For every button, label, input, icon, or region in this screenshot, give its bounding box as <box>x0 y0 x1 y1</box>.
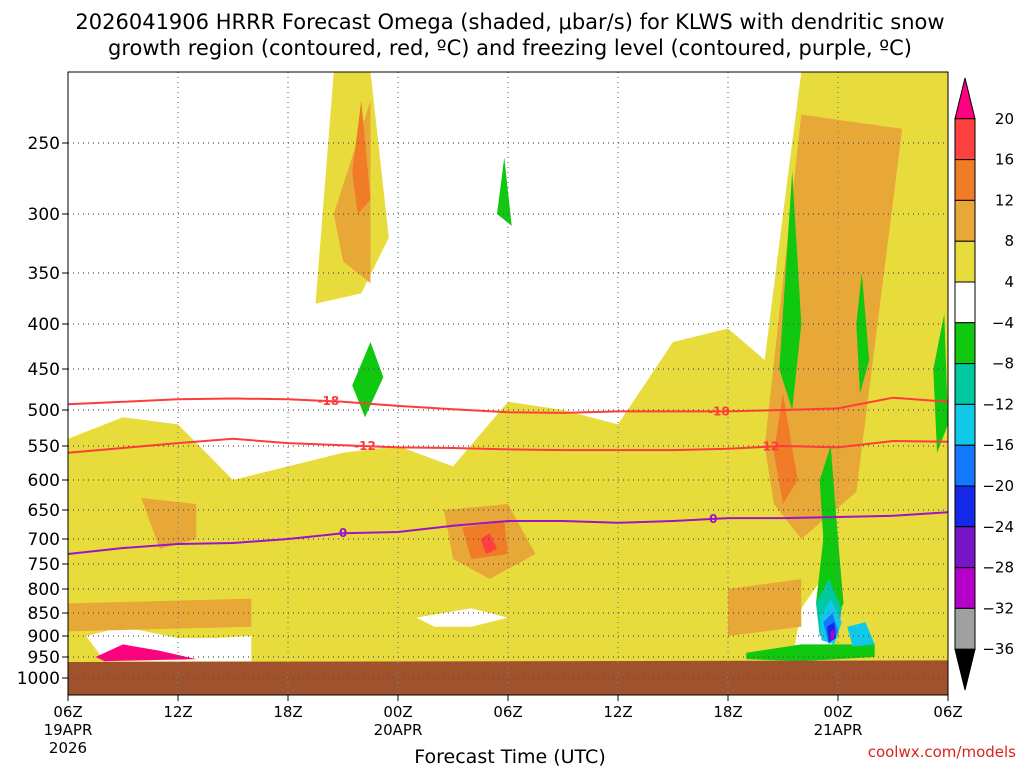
omega-region-19 <box>856 273 870 394</box>
colorbar-swatch <box>954 118 976 161</box>
colorbar-swatch <box>954 485 976 528</box>
omega-region-16 <box>352 342 384 418</box>
x-tick-label: 06Z <box>493 703 522 721</box>
x-tick-label: 12Z <box>603 703 632 721</box>
contour-label: 0 <box>339 526 347 540</box>
omega-region-28 <box>830 629 835 641</box>
y-tick-label: 850 <box>28 604 60 624</box>
colorbar-swatch <box>954 77 976 120</box>
colorbar-swatch <box>954 199 976 242</box>
colorbar-label: −12 <box>982 395 1014 413</box>
y-tick-label: 350 <box>28 264 60 284</box>
y-tick-label: 400 <box>28 315 60 335</box>
y-tick-label: 500 <box>28 401 60 421</box>
colorbar-label: 8 <box>1004 232 1014 250</box>
colorbar-label: −24 <box>982 518 1014 536</box>
colorbar-swatch <box>954 567 976 609</box>
colorbar-swatch <box>954 607 976 650</box>
colorbar-swatch <box>954 363 976 405</box>
colorbar-label: 16 <box>995 151 1014 169</box>
contour-freezing-level <box>67 511 949 555</box>
colorbar-label: 12 <box>995 191 1014 209</box>
colorbar-label: 20 <box>995 110 1014 128</box>
x-tick-label: 18Z <box>713 703 742 721</box>
x-tick-label: 00Z <box>823 703 852 721</box>
x-tick-year: 2026 <box>49 739 87 757</box>
chart-title-line-2: growth region (contoured, red, ºC) and f… <box>108 36 912 60</box>
y-axis: 250 300 350 400 450 500 550 600 650 700 750 800 850 9… <box>17 134 68 689</box>
colorbar-label: −32 <box>982 599 1014 617</box>
colorbar-swatch <box>954 240 976 283</box>
y-tick-label: 700 <box>28 530 60 550</box>
colorbar-swatch <box>954 322 976 365</box>
grid-lines <box>68 72 948 695</box>
omega-region-15 <box>95 644 197 662</box>
omega-region-14 <box>480 533 497 554</box>
omega-region-9 <box>68 598 252 632</box>
y-tick-label: 600 <box>28 471 60 491</box>
y-tick-label: 1000 <box>17 669 60 689</box>
y-tick-label: 250 <box>28 134 60 154</box>
colorbar: 20 16 12 8 4 −4 −8 −12 −16 −20 −24 −28 −32 −36 <box>954 77 1014 691</box>
x-tick-date: 20APR <box>374 721 423 739</box>
omega-region-18 <box>779 171 802 410</box>
colorbar-label: −28 <box>982 559 1014 577</box>
x-axis-label: Forecast Time (UTC) <box>414 746 605 768</box>
contour-label: 0 <box>709 512 717 526</box>
omega-region-13 <box>773 393 798 504</box>
omega-region-10 <box>728 579 802 636</box>
chart-title-line-1: 2026041906 HRRR Forecast Omega (shaded, … <box>75 10 944 34</box>
y-tick-label: 550 <box>28 437 60 457</box>
y-tick-label: 450 <box>28 360 60 380</box>
contour-label: -12 <box>757 440 779 454</box>
omega-region-7 <box>141 498 197 549</box>
contour-label: -18 <box>708 404 730 418</box>
x-tick-label: 18Z <box>273 703 302 721</box>
x-tick-label: 12Z <box>163 703 192 721</box>
contours: -18 -18 -12 -12 0 0 <box>67 394 949 555</box>
omega-region-25 <box>847 622 875 647</box>
y-tick-label: 900 <box>28 627 60 647</box>
omega-region-17 <box>497 157 512 226</box>
colorbar-label: −8 <box>992 355 1014 373</box>
contour-dendritic-bottom <box>67 437 949 454</box>
colorbar-label: −16 <box>982 436 1014 454</box>
x-tick-label: 06Z <box>53 703 82 721</box>
watermark: coolwx.com/models <box>868 743 1016 761</box>
y-tick-label: 650 <box>28 501 60 521</box>
omega-region-8 <box>764 114 903 539</box>
colorbar-swatch <box>954 648 976 691</box>
y-tick-label: 950 <box>28 648 60 668</box>
omega-region-0 <box>68 72 948 670</box>
colorbar-swatch <box>954 403 976 446</box>
colorbar-swatch <box>954 444 976 487</box>
contour-label: -18 <box>317 394 339 408</box>
omega-region-11 <box>352 100 371 214</box>
y-tick-label: 300 <box>28 205 60 225</box>
x-tick-label: 06Z <box>933 703 962 721</box>
y-tick-label: 800 <box>28 580 60 600</box>
colorbar-label: −20 <box>982 477 1014 495</box>
colorbar-label: 4 <box>1004 273 1014 291</box>
colorbar-label: −36 <box>982 640 1014 658</box>
colorbar-label: −4 <box>992 314 1014 332</box>
omega-shading <box>68 72 948 670</box>
omega-region-22 <box>816 446 844 636</box>
x-tick-date: 21APR <box>814 721 863 739</box>
omega-region-3 <box>416 608 508 627</box>
omega-region-20 <box>933 313 948 453</box>
colorbar-swatch <box>954 159 976 201</box>
colorbar-swatch <box>954 526 976 569</box>
contour-label: -12 <box>354 439 376 453</box>
colorbar-swatch <box>954 281 976 324</box>
y-tick-label: 750 <box>28 555 60 575</box>
contour-dendritic-top <box>67 396 949 414</box>
plot-area: -18 -18 -12 -12 0 0 <box>67 71 949 696</box>
x-tick-date: 19APR <box>44 721 93 739</box>
x-tick-label: 00Z <box>383 703 412 721</box>
